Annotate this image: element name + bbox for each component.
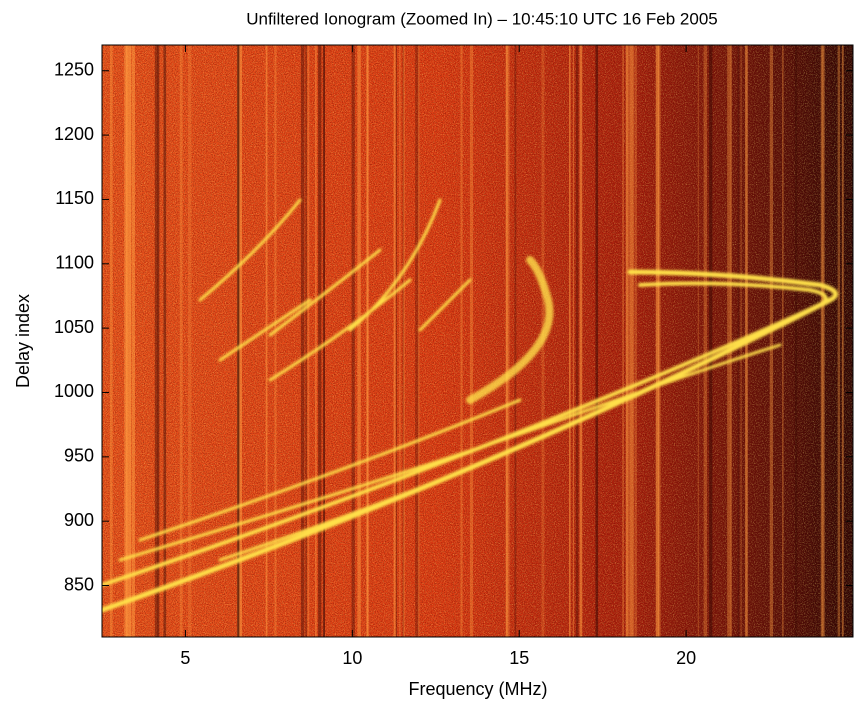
x-axis-label: Frequency (MHz) — [408, 679, 547, 699]
stripe — [109, 45, 113, 637]
echo-trace — [268, 248, 382, 337]
stripe — [625, 45, 629, 637]
stripe — [129, 45, 131, 637]
stripe — [697, 45, 699, 637]
stripe — [125, 45, 130, 637]
x-tick-label: 20 — [676, 648, 696, 668]
y-tick-label: 900 — [64, 510, 94, 530]
echo-trace — [268, 278, 412, 382]
stripe — [124, 45, 128, 637]
y-tick-label: 950 — [64, 446, 94, 466]
stripe — [126, 45, 128, 637]
y-tick-label: 1000 — [54, 381, 94, 401]
stripe — [129, 45, 132, 637]
echo-trace — [118, 343, 782, 562]
stripe — [837, 45, 840, 637]
y-tick-label: 1200 — [54, 124, 94, 144]
stripe — [395, 45, 397, 637]
echo-trace — [348, 198, 442, 332]
noise — [102, 45, 853, 637]
stripe — [703, 45, 708, 637]
stripe — [506, 45, 510, 637]
stripe — [399, 45, 401, 637]
stripe — [514, 45, 517, 637]
echo-trace — [466, 256, 554, 404]
chart-title: Unfiltered Ionogram (Zoomed In) – 10:45:… — [246, 9, 718, 28]
stripe — [305, 45, 307, 637]
stripe — [163, 45, 167, 637]
stripe — [315, 45, 317, 637]
x-tick-label: 15 — [509, 648, 529, 668]
stripe — [237, 45, 240, 637]
stripe — [469, 45, 474, 637]
stripe — [366, 45, 369, 637]
echo-trace — [102, 281, 828, 587]
stripe — [821, 45, 825, 637]
stripe — [323, 45, 326, 637]
stripe — [579, 45, 583, 637]
stripe — [628, 45, 632, 637]
y-tick-label: 850 — [64, 574, 94, 594]
stripe — [575, 45, 579, 637]
stripe — [820, 45, 823, 637]
echo-trace — [198, 198, 302, 302]
stripe — [402, 45, 404, 637]
stripe — [128, 45, 130, 637]
stripe — [782, 45, 784, 637]
echo-trace — [418, 278, 472, 332]
stripe — [657, 45, 661, 637]
stripe — [727, 45, 730, 637]
stripe — [357, 45, 361, 637]
stripe — [417, 45, 420, 637]
stripe — [402, 45, 405, 637]
stripe — [729, 45, 732, 637]
stripe — [300, 45, 305, 637]
y-axis-label: Delay index — [13, 294, 33, 388]
y-tick-label: 1150 — [55, 188, 94, 208]
stripe — [307, 45, 310, 637]
echo-trace — [218, 298, 312, 362]
stripe — [131, 45, 135, 637]
stripe — [622, 45, 624, 637]
image — [102, 45, 853, 637]
x-tick-label: 5 — [180, 648, 190, 668]
echo-trace — [138, 398, 522, 542]
stripe — [265, 45, 268, 637]
stripe — [572, 45, 575, 637]
stripe — [239, 45, 243, 637]
stripe — [630, 45, 634, 637]
stripe — [179, 45, 183, 637]
stripe — [188, 45, 192, 637]
stripe — [709, 45, 713, 637]
stripe — [460, 45, 463, 637]
stripe — [351, 45, 355, 637]
plot-frame — [101, 44, 854, 638]
y-tick-label: 1050 — [54, 317, 94, 337]
stripe — [655, 45, 659, 637]
stripe — [154, 45, 158, 637]
echo-traces — [102, 198, 839, 613]
stripe — [157, 45, 160, 637]
stripe — [634, 45, 637, 637]
stripe — [393, 45, 396, 637]
stripe — [318, 45, 322, 637]
stripe — [569, 45, 571, 637]
stripe — [505, 45, 508, 637]
x-tick-label: 10 — [342, 648, 362, 668]
stripe — [274, 45, 277, 637]
stripe — [841, 45, 844, 637]
stripe — [769, 45, 774, 637]
interference-stripes — [109, 45, 844, 637]
stripe — [322, 45, 325, 637]
y-tick-label: 1250 — [54, 59, 94, 79]
stripe — [794, 45, 798, 637]
echo-trace — [218, 428, 562, 562]
stripe — [595, 45, 599, 637]
stripe — [415, 45, 419, 637]
y-tick-label: 1100 — [55, 253, 94, 273]
